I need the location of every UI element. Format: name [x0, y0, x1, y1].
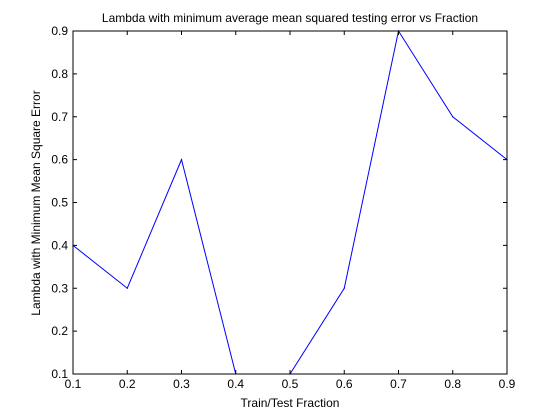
y-tick-label: 0.2: [51, 324, 68, 338]
y-tick-label: 0.7: [51, 110, 68, 124]
x-tick-label: 0.3: [173, 377, 190, 391]
y-tick-label: 0.1: [51, 367, 68, 381]
y-tick-label: 0.6: [51, 153, 68, 167]
y-tick-label: 0.5: [51, 196, 68, 210]
chart-title: Lambda with minimum average mean squared…: [102, 11, 478, 25]
x-tick-label: 0.5: [282, 377, 299, 391]
x-tick-label: 0.7: [390, 377, 407, 391]
x-axis-label: Train/Test Fraction: [241, 396, 340, 410]
y-tick-label: 0.8: [51, 67, 68, 81]
x-tick-label: 0.6: [336, 377, 353, 391]
x-tick-label: 0.9: [499, 377, 516, 391]
ticks-layer: 0.1 0.2 0.3 0.4 0.5 0.6 0.7 0.8 0.9 0.1 0.2 0.3 0.4 0…: [51, 24, 515, 391]
y-tick-label: 0.3: [51, 281, 68, 295]
x-tick-label: 0.8: [444, 377, 461, 391]
y-axis-label: Lambda with Minimum Mean Square Error: [29, 90, 43, 315]
data-point: [126, 287, 128, 289]
y-tick-label: 0.9: [51, 24, 68, 38]
x-tick-label: 0.2: [119, 377, 136, 391]
x-tick-label: 0.4: [227, 377, 244, 391]
y-tick-label: 0.4: [51, 238, 68, 252]
x-tick-label: 0.1: [65, 377, 82, 391]
data-point: [180, 159, 183, 161]
data-point: [452, 116, 454, 118]
data-point: [343, 287, 345, 289]
plot-area: [73, 31, 507, 374]
